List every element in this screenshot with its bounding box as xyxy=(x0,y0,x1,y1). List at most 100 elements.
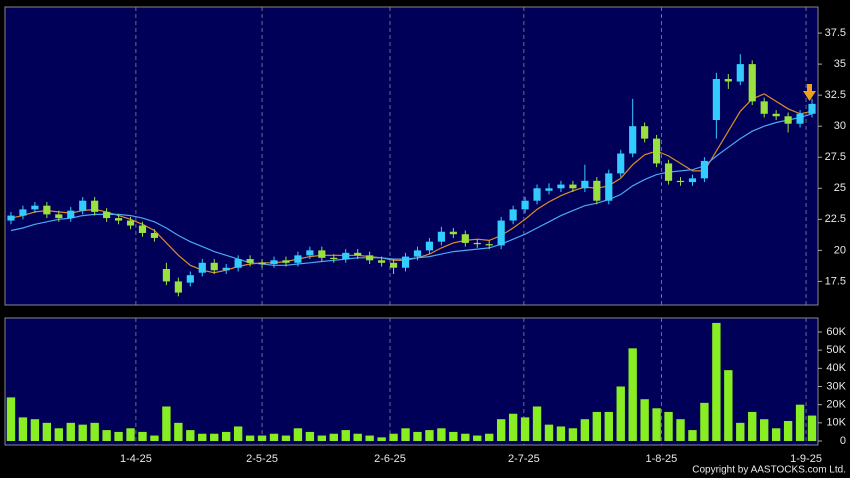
candle-body xyxy=(19,209,27,216)
volume-bar xyxy=(114,431,123,442)
volume-bar xyxy=(508,413,518,442)
volume-panel xyxy=(4,317,819,446)
x-tick-label: 2-7-25 xyxy=(508,453,540,465)
volume-bar xyxy=(341,430,350,442)
candle-body xyxy=(79,200,87,211)
volume-bar xyxy=(760,419,769,442)
candle-body xyxy=(664,163,673,181)
volume-bar xyxy=(795,404,805,442)
candle-body xyxy=(222,267,230,271)
candle-body xyxy=(760,101,768,114)
candle-body xyxy=(557,184,565,189)
volume-bar xyxy=(425,430,434,442)
volume-bar xyxy=(473,435,482,442)
volume-bar xyxy=(293,428,303,442)
volume-bar xyxy=(30,419,40,442)
volume-bar xyxy=(616,386,625,442)
candle-body xyxy=(282,260,290,263)
volume-bar xyxy=(102,430,111,442)
candle-body xyxy=(150,232,159,238)
volume-bar xyxy=(18,417,28,442)
candle-body xyxy=(581,180,589,189)
last-price-arrow xyxy=(803,84,816,101)
volume-bar xyxy=(652,408,661,442)
candle-body xyxy=(294,255,302,263)
volume-bar xyxy=(461,433,470,442)
volume-bar xyxy=(592,411,602,442)
candle-body xyxy=(784,116,792,124)
volume-bar xyxy=(221,431,231,442)
y-tick-label: 40K xyxy=(826,362,846,374)
volume-bar xyxy=(640,399,649,442)
x-tick-label: 2-5-25 xyxy=(246,453,278,465)
volume-bar xyxy=(54,428,63,442)
volume-bar xyxy=(42,422,52,442)
volume-bar xyxy=(210,433,219,442)
volume-bar xyxy=(377,437,386,442)
y-tick-label: 0 xyxy=(840,435,846,447)
candle-body xyxy=(425,241,434,251)
volume-bar xyxy=(700,402,709,442)
moving-average-line xyxy=(10,113,813,266)
candle-body xyxy=(103,211,111,219)
volume-bar xyxy=(532,406,542,442)
volume-bar xyxy=(748,411,757,442)
volume-bar xyxy=(449,431,458,442)
y-tick-label: 27.5 xyxy=(825,151,846,163)
y-tick-label: 17.5 xyxy=(825,275,846,287)
volume-bar xyxy=(90,422,99,442)
candle-body xyxy=(354,252,362,256)
y-tick-label: 20K xyxy=(826,399,846,411)
candle-body xyxy=(270,260,278,265)
y-tick-label: 22.5 xyxy=(825,213,846,225)
candle-body xyxy=(126,220,135,226)
candle-body xyxy=(258,262,266,265)
volume-bar xyxy=(807,415,817,442)
volume-bar xyxy=(150,435,159,442)
volume-bar xyxy=(281,435,291,442)
candle-body xyxy=(342,252,350,260)
candle-body xyxy=(569,184,577,189)
candle-body xyxy=(605,173,613,201)
volume-bar xyxy=(556,426,566,442)
y-tick-label: 25 xyxy=(834,182,846,194)
candle-body xyxy=(67,210,75,219)
candle-body xyxy=(389,262,398,268)
volume-bar xyxy=(245,435,255,442)
candle-body xyxy=(521,200,529,210)
candle-body xyxy=(497,220,505,246)
candle-body xyxy=(318,250,326,258)
candle-body xyxy=(772,113,780,117)
volume-bar xyxy=(544,424,554,442)
candle-body xyxy=(796,113,804,124)
x-tick-label: 2-6-25 xyxy=(374,453,406,465)
candle-body xyxy=(210,262,218,271)
candle-body xyxy=(162,268,170,282)
candle-body xyxy=(366,255,374,261)
volume-bar xyxy=(437,428,446,442)
candle-body xyxy=(712,79,720,120)
candle-body xyxy=(31,205,39,210)
candle-body xyxy=(114,218,123,221)
volume-bar xyxy=(736,422,745,442)
volume-bar xyxy=(257,435,267,442)
y-tick-label: 60K xyxy=(826,326,846,338)
volume-bar xyxy=(604,411,613,442)
volume-bar xyxy=(580,419,590,442)
x-tick-label: 1-4-25 xyxy=(120,453,152,465)
volume-bar xyxy=(6,397,16,442)
candle-body xyxy=(55,214,63,219)
candle-body xyxy=(653,138,661,164)
candle-body xyxy=(378,260,386,263)
candle-body xyxy=(688,178,697,183)
candle-body xyxy=(485,244,493,246)
volume-bar xyxy=(712,322,721,442)
volume-bar xyxy=(783,421,793,442)
candle-body xyxy=(234,259,242,268)
candle-body xyxy=(509,209,517,221)
candle-body xyxy=(700,160,709,179)
volume-bar xyxy=(174,422,183,442)
y-tick-label: 10K xyxy=(826,417,846,429)
volume-bar xyxy=(186,430,195,442)
copyright: Copyright by AASTOCKS.com Ltd. xyxy=(692,465,846,476)
